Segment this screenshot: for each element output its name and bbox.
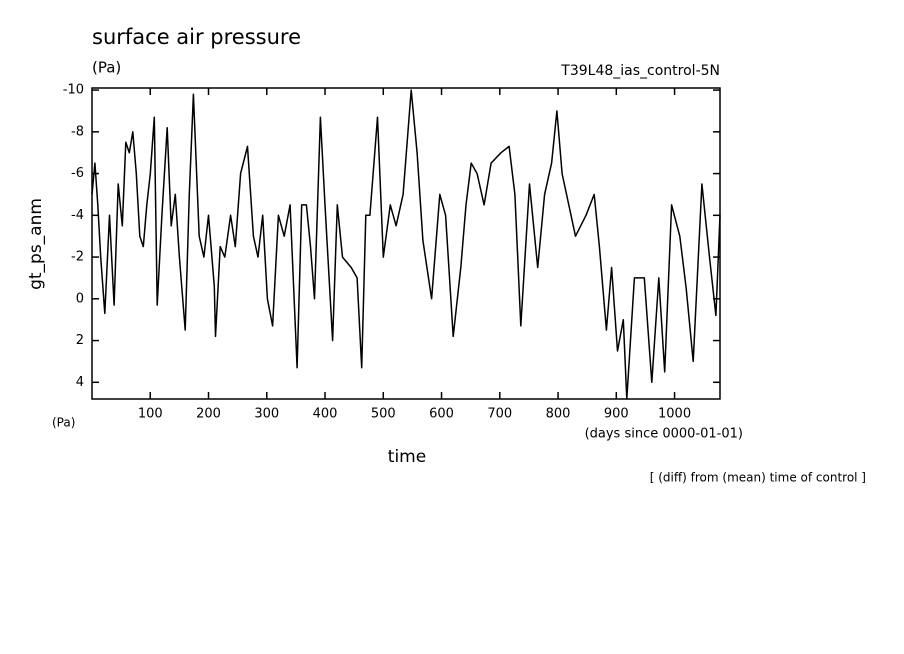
x-tick-label: 600	[429, 407, 454, 422]
note: [ (diff) from (mean) time of control ]	[650, 471, 866, 485]
x-tick-label: 400	[313, 407, 338, 422]
x-unit-label: (days since 0000-01-01)	[585, 427, 743, 442]
y-tick-label: 4	[76, 375, 84, 390]
y-tick-label: -4	[71, 208, 84, 223]
x-tick-label: 1000	[658, 407, 691, 422]
y-tick-label: -10	[63, 83, 84, 98]
data-line	[91, 89, 721, 400]
y-tick-label: -6	[71, 166, 84, 181]
y-tick-label: -2	[71, 250, 84, 265]
x-tick-label: 700	[487, 407, 512, 422]
chart-title: surface air pressure	[92, 25, 301, 49]
x-tick-label: 900	[604, 407, 629, 422]
unit-label: (Pa)	[92, 59, 121, 77]
y-tick-label: 2	[76, 333, 84, 348]
y-axis-label: gt_ps_anm	[26, 198, 46, 290]
y-unit-label: (Pa)	[52, 416, 75, 430]
x-axis-label: time	[388, 447, 426, 467]
subtitle: T39L48_ias_control-5N	[560, 63, 720, 79]
x-tick-label: 200	[196, 407, 221, 422]
plot-frame	[91, 87, 721, 400]
x-tick-label: 800	[546, 407, 571, 422]
x-tick-label: 500	[371, 407, 396, 422]
x-tick-label: 300	[254, 407, 279, 422]
x-tick-label: 100	[138, 407, 163, 422]
y-tick-label: -8	[71, 124, 84, 139]
y-tick-label: 0	[76, 291, 84, 306]
